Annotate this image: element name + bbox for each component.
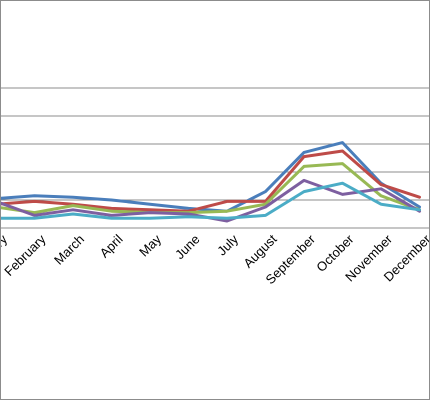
x-tick-label: May xyxy=(136,231,164,259)
series-line-5 xyxy=(1,181,421,220)
x-tick-label: July xyxy=(214,231,241,258)
series-line-1 xyxy=(1,141,421,213)
gridlines xyxy=(1,87,429,229)
x-tick-label: March xyxy=(51,232,87,268)
x-tick-label: February xyxy=(1,231,49,279)
x-tick-label: June xyxy=(172,232,203,263)
series-line-3 xyxy=(1,162,421,215)
series-lines xyxy=(1,141,421,223)
series-line-2 xyxy=(1,149,421,213)
x-tick-label: April xyxy=(97,231,126,260)
